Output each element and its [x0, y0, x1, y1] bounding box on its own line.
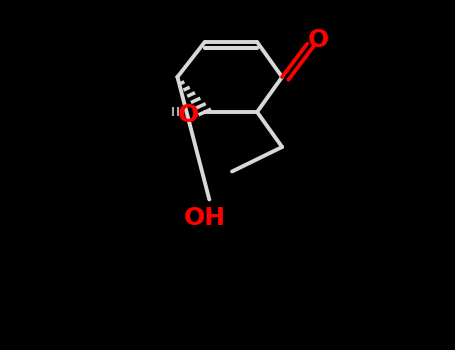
Text: O: O: [178, 103, 199, 127]
Text: O: O: [308, 28, 329, 52]
Text: OH: OH: [184, 206, 226, 230]
